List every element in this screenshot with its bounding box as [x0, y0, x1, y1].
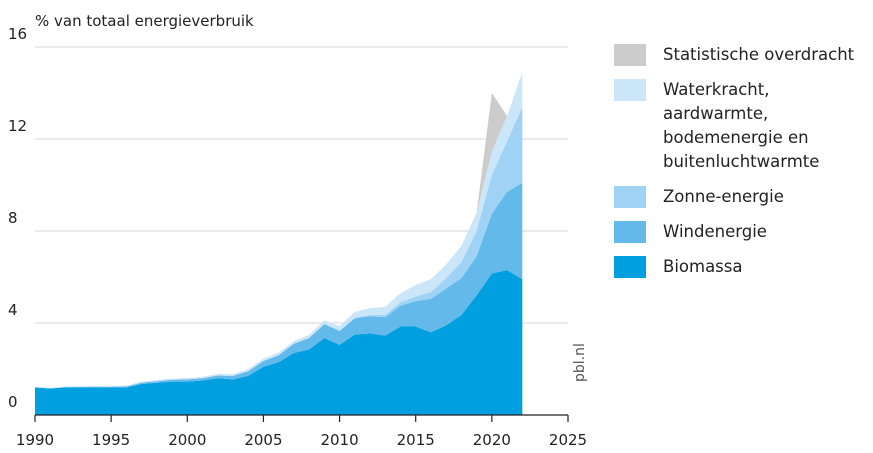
y-tick-label: 0: [8, 393, 18, 411]
legend-swatch: [614, 186, 646, 208]
legend-item: Biomassa: [614, 256, 864, 279]
x-tick-label: 1995: [92, 431, 130, 449]
x-tick-label: 2020: [473, 431, 511, 449]
y-axis-label: % van totaal energieverbruik: [35, 12, 254, 30]
legend-label: Waterkracht, aardwarmte, bodemenergie en…: [663, 80, 820, 171]
x-tick-label: 2000: [168, 431, 206, 449]
x-tick-label: 2015: [397, 431, 435, 449]
x-tick-label: 2010: [320, 431, 358, 449]
y-tick-label: 16: [8, 25, 27, 43]
source: pbl.nl: [572, 343, 588, 382]
legend-swatch: [614, 221, 646, 243]
legend-item: Zonne-energie: [614, 186, 864, 209]
legend-item: Waterkracht, aardwarmte, bodemenergie en…: [614, 79, 864, 174]
x-tick-label: 2025: [549, 431, 587, 449]
area: [35, 270, 523, 415]
legend-label: Biomassa: [663, 257, 743, 276]
legend-item: Statistische overdracht: [614, 44, 864, 67]
legend-swatch: [614, 256, 646, 278]
y-tick-label: 4: [8, 301, 18, 319]
legend-item: Windenergie: [614, 221, 864, 244]
legend-swatch: [614, 79, 646, 101]
y-tick-label: 12: [8, 117, 27, 135]
legend-label: Statistische overdracht: [663, 45, 855, 64]
x-tick-label: 1990: [16, 431, 54, 449]
legend-label: Windenergie: [663, 222, 767, 241]
legend-label: Zonne-energie: [663, 187, 784, 206]
legend: Statistische overdracht Waterkracht, aard…: [614, 44, 864, 291]
y-tick-label: 8: [8, 209, 18, 227]
legend-swatch: [614, 44, 646, 66]
x-tick-label: 2005: [244, 431, 282, 449]
